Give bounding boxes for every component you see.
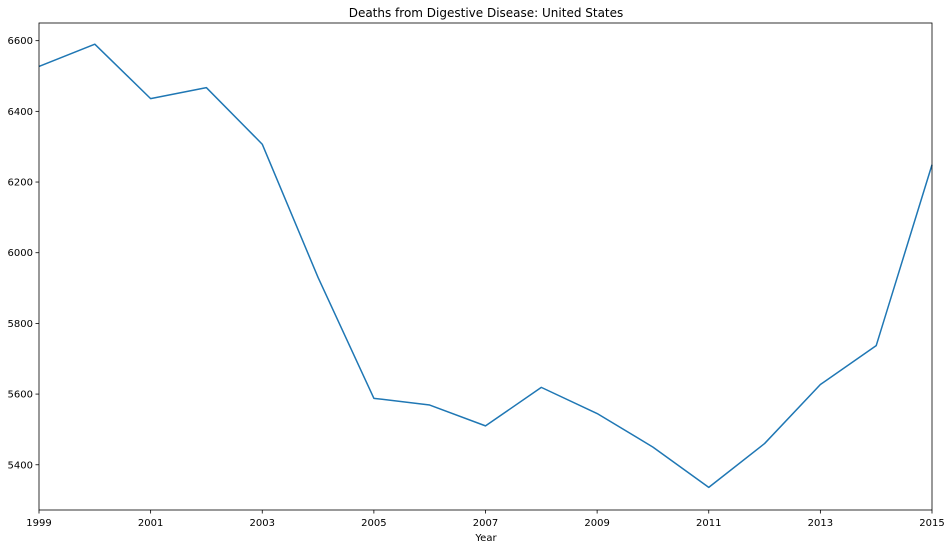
series-line: [38, 43, 933, 489]
plot-frame: [38, 22, 933, 511]
x-tick-label: 2003: [250, 518, 275, 529]
x-tick-label: 2007: [473, 518, 498, 529]
x-tick-label: 2001: [138, 518, 163, 529]
y-tick-label: 5400: [8, 460, 33, 471]
y-tick-label: 6400: [8, 107, 33, 118]
y-tick-label: 5800: [8, 319, 33, 330]
plot-area: [38, 43, 933, 489]
x-tick-label: 1999: [26, 518, 51, 529]
y-tick-label: 6000: [8, 248, 33, 259]
x-tick-label: 2005: [361, 518, 386, 529]
y-tick-label: 6200: [8, 178, 33, 189]
x-tick-label: 2011: [696, 518, 721, 529]
x-tick-label: 2013: [808, 518, 833, 529]
y-tick-label: 5600: [8, 390, 33, 401]
x-tick-label: 2015: [919, 518, 944, 529]
chart-title: Deaths from Digestive Disease: United St…: [349, 6, 624, 20]
x-axis: 1999 2001 2003 2005 2007 2009 2011 2013 2015: [26, 510, 945, 529]
y-axis: 5400 5600 5800 6000 6200 6400 6600: [8, 36, 39, 471]
x-axis-label: Year: [474, 533, 497, 544]
y-tick-label: 6600: [8, 36, 33, 47]
x-tick-label: 2009: [584, 518, 609, 529]
